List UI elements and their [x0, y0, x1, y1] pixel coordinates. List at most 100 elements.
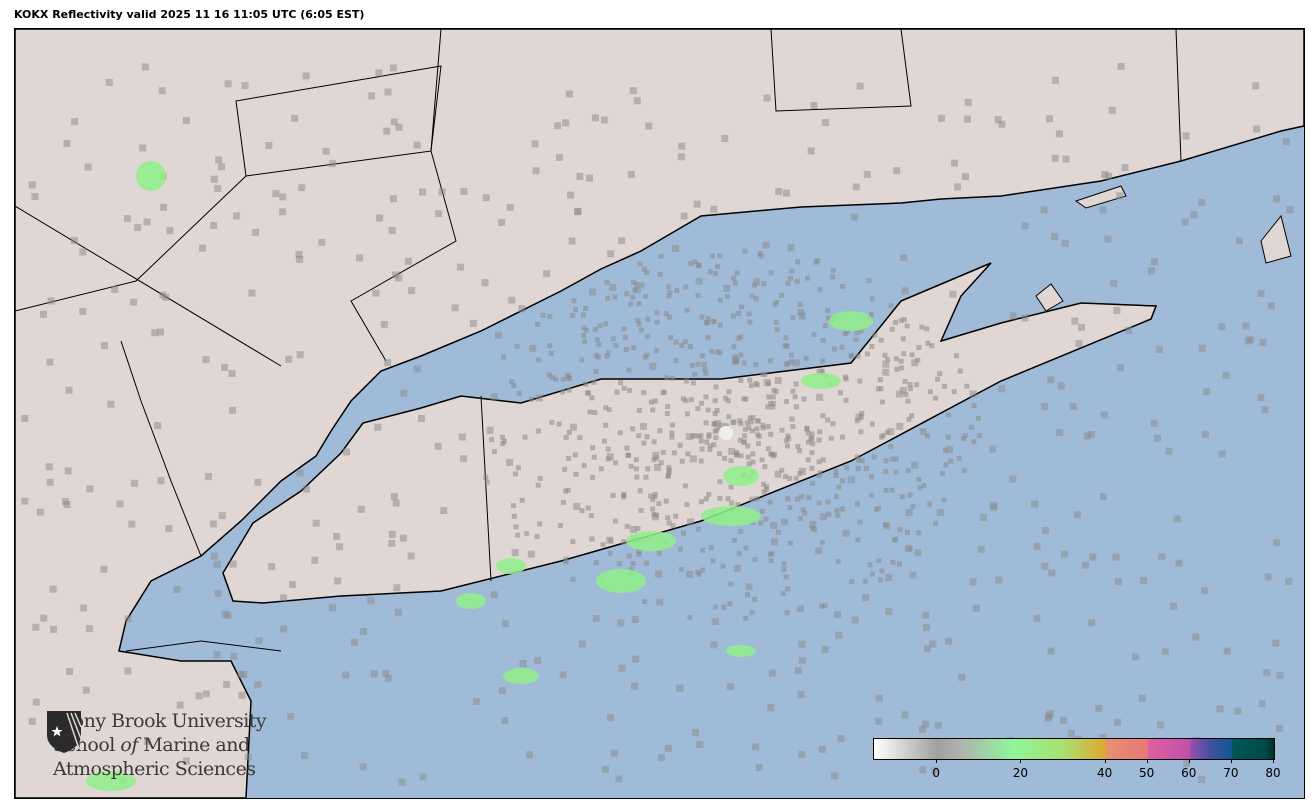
- radar-echo-gate: [618, 380, 624, 386]
- radar-echo-gate: [1257, 289, 1265, 297]
- radar-echo-gate: [686, 518, 694, 526]
- radar-echo-gate: [621, 385, 627, 391]
- radar-echo-gate: [951, 389, 957, 395]
- radar-echo-gate: [580, 312, 586, 318]
- radar-echo-gate: [631, 345, 637, 351]
- radar-map[interactable]: Stony Brook University School of Marine …: [14, 28, 1305, 799]
- radar-echo-gate: [511, 383, 517, 389]
- radar-echo-gate: [734, 270, 740, 276]
- radar-echo-gate: [668, 335, 674, 341]
- radar-echo-gate: [856, 82, 864, 90]
- radar-echo-gate: [589, 395, 595, 401]
- radar-echo-gate: [585, 505, 591, 511]
- radar-echo-gate: [1041, 403, 1049, 411]
- radar-echo-gate: [631, 615, 639, 623]
- radar-echo-gate: [680, 212, 688, 220]
- radar-echo-gate: [562, 466, 568, 472]
- radar-echo-gate: [311, 556, 319, 564]
- radar-echo-gate: [901, 711, 909, 719]
- radar-echo-gate: [964, 115, 972, 123]
- radar-echo-gate: [1051, 154, 1059, 162]
- radar-echo-gate: [808, 436, 814, 442]
- radar-echo-gate: [591, 114, 599, 122]
- radar-echo-gate: [578, 640, 586, 648]
- radar-echo-gate: [604, 353, 610, 359]
- radar-echo-gate: [785, 443, 791, 449]
- radar-echo-green: [456, 593, 486, 609]
- radar-echo-green: [626, 531, 676, 551]
- radar-echo-gate: [771, 538, 779, 546]
- colorbar-tick: [1230, 759, 1232, 763]
- radar-echo-gate: [927, 389, 933, 395]
- radar-echo-gate: [615, 775, 623, 783]
- radar-echo-gate: [809, 520, 817, 528]
- radar-echo-gate: [116, 500, 124, 508]
- radar-echo-gate: [255, 637, 263, 645]
- radar-echo-gate: [962, 173, 970, 181]
- radar-echo-gate: [501, 438, 507, 444]
- radar-echo-gate: [731, 275, 737, 281]
- radar-echo-gate: [634, 474, 640, 480]
- radar-echo-gate: [809, 465, 815, 471]
- radar-echo-gate: [1095, 705, 1103, 713]
- radar-echo-gate: [801, 396, 807, 402]
- radar-echo-gate: [819, 513, 827, 521]
- radar-echo-gate: [1112, 553, 1120, 561]
- radar-echo-gate: [710, 205, 718, 213]
- radar-echo-gate: [712, 398, 718, 404]
- radar-echo-gate: [610, 336, 616, 342]
- radar-echo-gate: [964, 383, 970, 389]
- radar-echo-gate: [787, 540, 793, 546]
- radar-echo-gate: [819, 539, 825, 545]
- radar-echo-gate: [598, 466, 604, 472]
- radar-echo-gate: [855, 537, 861, 543]
- radar-echo-gate: [790, 388, 796, 394]
- radar-echo-gate: [968, 424, 974, 430]
- radar-echo-gate: [388, 226, 396, 234]
- radar-echo-gate: [901, 287, 909, 295]
- radar-echo-gate: [508, 296, 516, 304]
- radar-echo-gate: [614, 389, 620, 395]
- radar-echo-gate: [825, 417, 831, 423]
- radar-echo-gate: [221, 363, 229, 371]
- radar-echo-gate: [931, 766, 939, 774]
- radar-echo-gate: [625, 452, 631, 458]
- radar-echo-gate: [744, 420, 750, 426]
- radar-echo-gate: [869, 492, 875, 498]
- radar-echo-gate: [624, 291, 630, 297]
- radar-echo-gate: [70, 236, 78, 244]
- radar-echo-gate: [139, 144, 147, 152]
- radar-echo-gate: [743, 615, 749, 621]
- radar-echo-gate: [588, 513, 594, 519]
- radar-echo-gate: [738, 304, 744, 310]
- radar-echo-gate: [1158, 553, 1166, 561]
- radar-echo-gate: [1222, 371, 1230, 379]
- radar-echo-gate: [489, 437, 495, 443]
- radar-echo-gate: [818, 745, 826, 753]
- radar-echo-gate: [1117, 364, 1125, 372]
- radar-echo-gate: [745, 583, 753, 591]
- radar-echo-gate: [794, 496, 800, 502]
- radar-echo-gate: [514, 343, 520, 349]
- radar-echo-gate: [741, 360, 747, 366]
- radar-echo-gate: [872, 332, 878, 338]
- radar-echo-gate: [721, 135, 729, 143]
- colorbar-tick: [1146, 759, 1148, 763]
- radar-echo-gate: [712, 604, 718, 610]
- radar-echo-gate: [901, 351, 907, 357]
- radar-echo-gate: [1198, 198, 1206, 206]
- radar-echo-gate: [834, 611, 842, 619]
- radar-echo-gate: [389, 64, 397, 72]
- radar-echo-gate: [819, 603, 825, 609]
- radar-echo-gate: [953, 353, 959, 359]
- radar-echo-gate: [725, 496, 731, 502]
- radar-echo-gate: [1114, 578, 1122, 586]
- colorbar-tick-label: 60: [1181, 766, 1197, 780]
- radar-echo-gate: [1101, 171, 1109, 179]
- radar-echo-gate: [630, 426, 636, 432]
- map-canvas: [15, 29, 1304, 798]
- radar-echo-gate: [413, 365, 421, 373]
- radar-echo-gate: [767, 499, 773, 505]
- radar-echo-gate: [567, 191, 575, 199]
- radar-echo-gate: [1155, 346, 1163, 354]
